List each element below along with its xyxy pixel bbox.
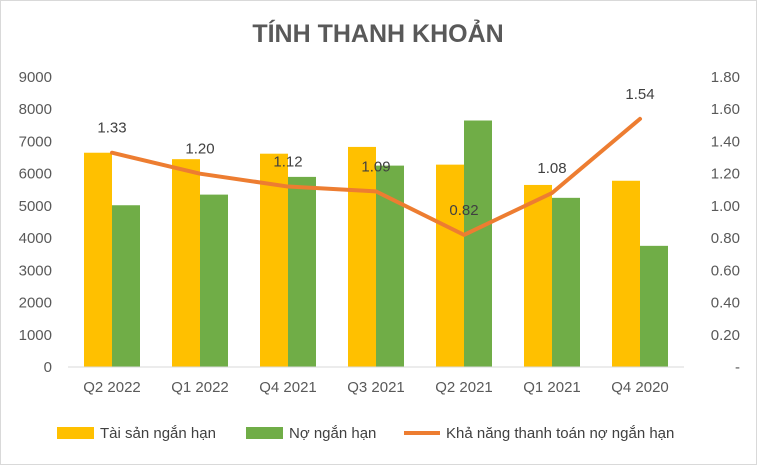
right-axis-tick-label: 1.60 <box>711 101 740 118</box>
left-axis-tick-label: 9000 <box>19 69 52 86</box>
x-axis-ticks: Q2 2022 Q1 2022 Q4 2021 Q3 2021 Q2 2021 Q1 20… <box>83 379 669 396</box>
right-axis-tick-label: 1.20 <box>711 166 740 183</box>
right-axis-tick-label: 0.40 <box>711 295 740 312</box>
legend-swatch <box>246 427 283 439</box>
x-axis-tick-label: Q1 2022 <box>171 379 229 396</box>
left-axis-tick-label: 2000 <box>19 295 52 312</box>
left-axis-tick-label: 3000 <box>19 262 52 279</box>
line-data-label: 1.12 <box>273 154 302 171</box>
left-axis-tick-label: 4000 <box>19 230 52 247</box>
bar-tai-san-ngan-han <box>260 153 288 367</box>
x-axis-tick-label: Q2 2022 <box>83 379 141 396</box>
left-axis-tick-label: 7000 <box>19 133 52 150</box>
left-axis-tick-label: 0 <box>44 359 52 376</box>
line-data-label: 1.09 <box>361 158 390 175</box>
right-axis-tick-label: 0.80 <box>711 230 740 247</box>
legend-label: Tài sản ngắn hạn <box>100 425 216 442</box>
line-data-label: 1.08 <box>537 160 566 177</box>
bar-no-ngan-han <box>552 197 580 367</box>
legend-label: Nợ ngắn hạn <box>289 425 376 442</box>
bar-no-ngan-han <box>464 120 492 367</box>
x-axis-tick-label: Q3 2021 <box>347 379 405 396</box>
bar-tai-san-ngan-han <box>612 180 640 367</box>
line-series <box>110 116 642 237</box>
bar-no-ngan-han <box>376 165 404 367</box>
x-axis-tick-label: Q2 2021 <box>435 379 493 396</box>
line-data-label: 1.20 <box>185 141 214 158</box>
chart-title: TÍNH THANH KHOẢN <box>252 18 503 48</box>
right-axis-tick-label: 1.80 <box>711 69 740 86</box>
line-data-label: 1.33 <box>97 120 126 137</box>
bar-no-ngan-han <box>200 194 228 367</box>
bar-no-ngan-han <box>112 205 140 367</box>
legend-swatch <box>57 427 94 439</box>
bar-tai-san-ngan-han <box>84 152 112 367</box>
left-axis-tick-label: 1000 <box>19 327 52 344</box>
right-axis-tick-label: 0.60 <box>711 262 740 279</box>
bar-tai-san-ngan-han <box>348 146 376 367</box>
left-axis-tick-label: 5000 <box>19 198 52 215</box>
left-axis-tick-label: 6000 <box>19 166 52 183</box>
bar-no-ngan-han <box>640 245 668 367</box>
left-axis-ticks: 0 1000 2000 3000 4000 5000 6000 7000 8000 9000 <box>19 69 52 376</box>
left-axis-tick-label: 8000 <box>19 101 52 118</box>
right-axis-tick-label: 1.40 <box>711 133 740 150</box>
bar-series <box>84 120 668 367</box>
bar-no-ngan-han <box>288 176 316 367</box>
right-axis-ticks: - 0.20 0.40 0.60 0.80 1.00 1.20 1.40 1.60 1.80 <box>711 69 740 376</box>
x-axis-tick-label: Q1 2021 <box>523 379 581 396</box>
right-axis-tick-label: - <box>735 359 740 376</box>
right-axis-tick-label: 1.00 <box>711 198 740 215</box>
legend: Tài sản ngắn hạn Nợ ngắn hạn Khả năng than… <box>57 425 674 442</box>
line-data-label: 0.82 <box>449 202 478 219</box>
line-kha-nang-thanh-toan <box>110 116 642 237</box>
bar-tai-san-ngan-han <box>172 159 200 367</box>
x-axis-tick-label: Q4 2021 <box>259 379 317 396</box>
line-data-labels: 1.33 1.20 1.12 1.09 0.82 1.08 1.54 <box>97 86 654 219</box>
bar-tai-san-ngan-han <box>436 164 464 367</box>
line-data-label: 1.54 <box>625 86 654 103</box>
legend-label: Khả năng thanh toán nợ ngắn hạn <box>446 425 674 442</box>
x-axis-tick-label: Q4 2020 <box>611 379 669 396</box>
bar-tai-san-ngan-han <box>524 184 552 367</box>
right-axis-tick-label: 0.20 <box>711 327 740 344</box>
